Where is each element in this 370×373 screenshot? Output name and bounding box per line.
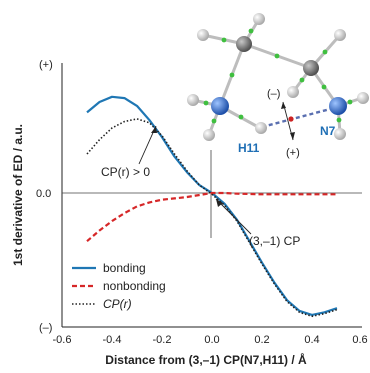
bond-cp-marker (248, 28, 254, 34)
x-tick-label: 0.0 (204, 334, 219, 346)
atom-label-n7: N7 (320, 124, 336, 138)
carbon-atom (303, 60, 319, 76)
hydrogen-atom (357, 92, 369, 104)
x-tick-label: -0.2 (153, 334, 172, 346)
x-axis-title: Distance from (3,–1) CP(N7,H11) / Å (105, 352, 307, 367)
legend-label-cpr: CP(r) (103, 297, 132, 311)
legend-label-nonbonding: nonbonding (103, 279, 166, 293)
legend: bonding nonbonding CP(r) (72, 261, 166, 311)
y-tick-bottom: (–) (39, 322, 52, 334)
x-tick-label: -0.6 (53, 334, 72, 346)
atom-label-h11: H11 (238, 141, 260, 155)
bond-cp-marker (203, 100, 209, 106)
x-tick-label: -0.4 (103, 334, 122, 346)
bond-cp-marker (229, 72, 235, 78)
series-line-nonbonding (86, 191, 337, 243)
nitrogen-atom (211, 97, 229, 115)
molecule-inset: (–) (+) H11 N7 (187, 13, 369, 159)
y-tick-zero: 0.0 (36, 188, 51, 200)
bond-cp-marker (321, 84, 327, 90)
hbond-cp-marker (288, 116, 294, 122)
nitrogen-atom-n7 (329, 97, 347, 115)
hydrogen-atom (287, 86, 299, 98)
bond-cp-marker (322, 49, 328, 55)
x-tick-labels: -0.6 -0.4 -0.2 0.0 0.2 0.4 0.6 (53, 334, 368, 346)
bond-cp-marker (221, 37, 227, 43)
y-axis-title: 1st derivative of ED / a.u. (11, 124, 25, 266)
hydrogen-atom (334, 29, 346, 41)
carbon-atom (236, 36, 252, 52)
cp-point-arrow (215, 198, 252, 235)
bond-cp-marker (336, 117, 342, 123)
cp-positive-annotation: CP(r) > 0 (101, 165, 150, 179)
hydrogen-atom (203, 129, 215, 141)
hydrogen-atom (253, 13, 265, 25)
bond-cp-marker (211, 118, 217, 124)
cp-positive-arrowhead (151, 126, 157, 133)
x-tick-label: 0.4 (304, 334, 319, 346)
series-line-cp-r (86, 118, 338, 318)
x-tick-label: 0.2 (254, 334, 269, 346)
hydrogen-atom-h11 (255, 122, 267, 134)
cp-point-arrowhead (216, 199, 223, 207)
hydrogen-bond (261, 106, 335, 129)
direction-arrowhead-up (281, 102, 286, 109)
hydrogen-atom (334, 128, 346, 140)
cp-point-annotation: (3,–1) CP (249, 234, 300, 248)
direction-arrowhead-down (290, 132, 295, 140)
hydrogen-atom (187, 94, 199, 106)
x-tick-label: 0.6 (352, 334, 367, 346)
bond-cp-marker (274, 53, 280, 59)
legend-label-bonding: bonding (103, 261, 146, 275)
molecule-plus-label: (+) (286, 147, 300, 159)
y-tick-top: (+) (39, 59, 53, 71)
molecule-minus-label: (–) (267, 88, 280, 100)
bond-cp-marker (238, 114, 244, 120)
bond-cp-marker (299, 77, 305, 83)
series-layer (86, 95, 338, 318)
bond-cp-marker (347, 99, 353, 105)
hydrogen-atom (197, 29, 209, 41)
